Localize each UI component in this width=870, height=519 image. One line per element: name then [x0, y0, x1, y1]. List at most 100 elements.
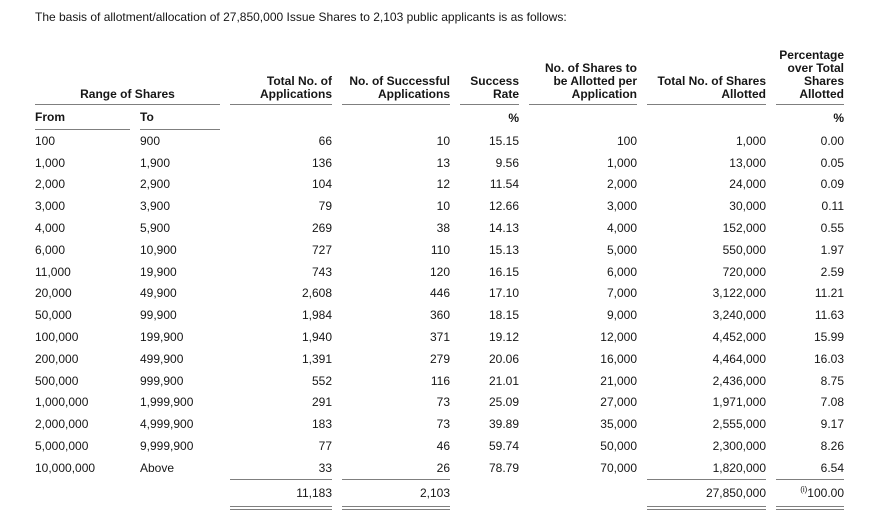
table-row: 20,000 49,900 2,608 446 17.10 7,000 3,12…: [35, 283, 844, 305]
table-row: 100 900 66 10 15.15 100 1,000 0.00: [35, 130, 844, 152]
cell-successful-applications: 116: [430, 373, 450, 388]
cell-to: 499,900: [140, 351, 184, 366]
header-spacer: [647, 105, 766, 130]
cell-success-rate: 18.15: [488, 308, 519, 323]
cell-successful-applications: 26: [436, 460, 450, 475]
cell-from: 1,000,000: [35, 395, 89, 410]
cell-total-applications: 552: [311, 373, 332, 388]
totals-spacer: [35, 479, 130, 510]
cell-total-shares-allotted: 4,452,000: [712, 330, 766, 345]
table-row: 200,000 499,900 1,391 279 20.06 16,000 4…: [35, 348, 844, 370]
cell-successful-applications: 10: [436, 133, 450, 148]
table-row: 3,000 3,900 79 10 12.66 3,000 30,000 0.1…: [35, 195, 844, 217]
cell-total-shares-allotted: 3,240,000: [712, 308, 766, 323]
cell-total-applications: 291: [311, 395, 332, 410]
cell-to: 10,900: [140, 242, 177, 257]
cell-shares-per-application: 21,000: [600, 373, 637, 388]
cell-shares-per-application: 9,000: [606, 308, 637, 323]
cell-to: 19,900: [140, 264, 177, 279]
header-successful-applications: No. of Successful Applications: [342, 49, 450, 105]
table-row: 1,000,000 1,999,900 291 73 25.09 27,000 …: [35, 392, 844, 414]
cell-to: 2,900: [140, 177, 171, 192]
cell-success-rate: 11.54: [489, 177, 519, 192]
cell-successful-applications: 110: [430, 242, 450, 257]
cell-successful-applications: 446: [429, 286, 450, 301]
totals-row: 11,183 2,103 27,850,000 (i)100.00: [35, 478, 844, 510]
cell-shares-per-application: 12,000: [600, 330, 637, 345]
header-percentage-over-total: Percentage over Total Shares Allotted: [776, 49, 844, 105]
cell-to: 99,900: [140, 308, 177, 323]
cell-total-applications: 2,608: [301, 286, 332, 301]
cell-success-rate: 16.15: [488, 264, 519, 279]
cell-total-shares-allotted: 1,000: [735, 133, 766, 148]
cell-success-rate: 21.01: [488, 373, 519, 388]
table-row: 2,000 2,900 104 12 11.54 2,000 24,000 0.…: [35, 174, 844, 196]
header-total-applications: Total No. of Applications: [230, 49, 332, 105]
cell-successful-applications: 360: [429, 308, 450, 323]
cell-successful-applications: 10: [436, 199, 450, 214]
total-successful-applications: 2,103: [342, 478, 450, 510]
table-footer: 11,183 2,103 27,850,000 (i)100.00: [35, 478, 844, 510]
cell-total-shares-allotted: 152,000: [722, 221, 766, 236]
cell-success-rate: 15.15: [488, 133, 519, 148]
header-spacer: [230, 105, 332, 130]
cell-from: 6,000: [35, 242, 66, 257]
cell-percentage: 8.26: [820, 439, 844, 454]
header-spacer: [529, 105, 637, 130]
cell-successful-applications: 279: [429, 351, 450, 366]
cell-shares-per-application: 35,000: [600, 417, 637, 432]
cell-shares-per-application: 1,000: [606, 155, 637, 170]
table-row: 1,000 1,900 136 13 9.56 1,000 13,000 0.0…: [35, 152, 844, 174]
cell-percentage: 8.75: [820, 373, 844, 388]
header-range-of-shares: Range of Shares: [35, 49, 220, 105]
cell-shares-per-application: 100: [616, 133, 637, 148]
intro-text: The basis of allotment/allocation of 27,…: [35, 10, 567, 24]
cell-percentage: 6.54: [820, 460, 844, 475]
cell-success-rate: 17.10: [488, 286, 519, 301]
header-row-main: Range of Shares Total No. of Application…: [35, 49, 844, 105]
header-success-rate-unit: %: [508, 110, 519, 125]
cell-to: 1,999,900: [140, 395, 194, 410]
cell-shares-per-application: 70,000: [600, 460, 637, 475]
cell-from: 500,000: [35, 373, 79, 388]
total-percentage-value: 100.00: [807, 485, 844, 500]
cell-total-applications: 183: [311, 417, 332, 432]
allotment-table: Range of Shares Total No. of Application…: [25, 49, 854, 510]
cell-total-applications: 743: [311, 264, 332, 279]
table-header: Range of Shares Total No. of Application…: [35, 49, 844, 130]
cell-shares-per-application: 2,000: [606, 177, 637, 192]
cell-shares-per-application: 50,000: [600, 439, 637, 454]
cell-success-rate: 59.74: [488, 439, 519, 454]
cell-total-applications: 1,984: [301, 308, 332, 323]
cell-shares-per-application: 5,000: [606, 242, 637, 257]
cell-percentage: 0.05: [820, 155, 844, 170]
table-row: 4,000 5,900 269 38 14.13 4,000 152,000 0…: [35, 217, 844, 239]
cell-successful-applications: 371: [429, 330, 450, 345]
cell-percentage: 16.03: [813, 351, 844, 366]
cell-to: 49,900: [140, 286, 177, 301]
cell-total-applications: 104: [311, 177, 332, 192]
header-row-sub: From To % %: [35, 105, 844, 130]
cell-successful-applications: 38: [436, 221, 450, 236]
header-spacer: [342, 105, 450, 130]
cell-successful-applications: 46: [436, 439, 450, 454]
cell-shares-per-application: 3,000: [606, 199, 637, 214]
cell-total-shares-allotted: 2,436,000: [712, 373, 766, 388]
cell-percentage: 7.08: [820, 395, 844, 410]
cell-percentage: 0.09: [820, 177, 844, 192]
table-row: 10,000,000 Above 33 26 78.79 70,000 1,82…: [35, 457, 844, 479]
cell-total-applications: 77: [318, 439, 332, 454]
total-applications: 11,183: [230, 478, 332, 510]
cell-from: 50,000: [35, 308, 72, 323]
cell-success-rate: 39.89: [488, 417, 519, 432]
cell-from: 5,000,000: [35, 439, 89, 454]
table-row: 50,000 99,900 1,984 360 18.15 9,000 3,24…: [35, 304, 844, 326]
header-total-shares-allotted: Total No. of Shares Allotted: [647, 49, 766, 105]
footnote-marker: (i): [800, 484, 808, 494]
cell-to: 900: [140, 133, 161, 148]
cell-percentage: 11.63: [814, 308, 844, 323]
table-row: 5,000,000 9,999,900 77 46 59.74 50,000 2…: [35, 435, 844, 457]
cell-success-rate: 12.66: [488, 199, 519, 214]
cell-success-rate: 9.56: [495, 155, 519, 170]
cell-from: 100,000: [35, 330, 79, 345]
